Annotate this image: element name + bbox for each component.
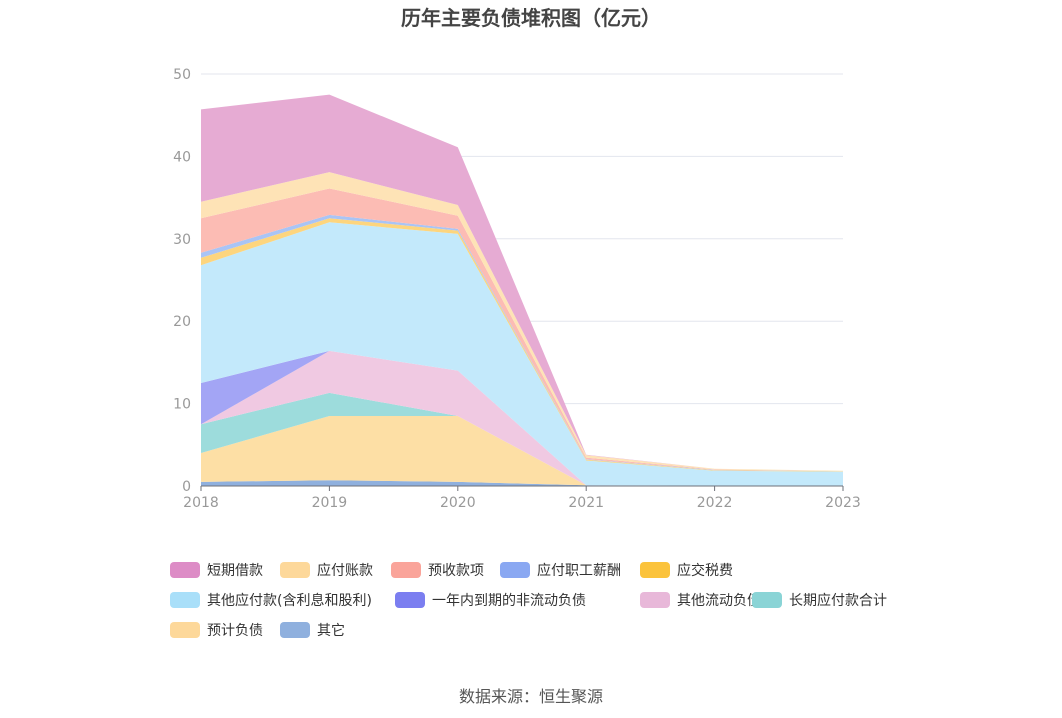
legend-swatch — [170, 592, 200, 608]
legend-swatch — [170, 562, 200, 578]
legend-swatch — [752, 592, 782, 608]
legend-item[interactable]: 应交税费 — [640, 560, 733, 580]
legend-item[interactable]: 其他流动负债 — [640, 590, 761, 610]
legend-label: 应付职工薪酬 — [537, 563, 621, 579]
legend-item[interactable]: 应付职工薪酬 — [500, 560, 621, 580]
legend-item[interactable]: 预计负债 — [170, 620, 263, 640]
y-tick-label: 20 — [173, 314, 191, 330]
legend-item[interactable]: 其它 — [280, 620, 345, 640]
legend-swatch — [280, 562, 310, 578]
x-tick-label: 2019 — [312, 495, 348, 511]
x-tick-label: 2023 — [825, 495, 861, 511]
legend-item[interactable]: 其他应付款(含利息和股利) — [170, 590, 372, 610]
legend-label: 预收款项 — [428, 563, 484, 579]
legend-swatch — [395, 592, 425, 608]
area-其它 — [201, 480, 843, 486]
legend-label: 长期应付款合计 — [789, 593, 887, 609]
legend-swatch — [280, 622, 310, 638]
legend-label: 应付账款 — [317, 563, 373, 579]
chart-title: 历年主要负债堆积图（亿元） — [401, 6, 661, 30]
legend-swatch — [500, 562, 530, 578]
area-应交税费 — [201, 218, 843, 472]
data-source: 数据来源：恒生聚源 — [458, 687, 603, 706]
legend-swatch — [391, 562, 421, 578]
legend-swatch — [170, 622, 200, 638]
legend-item[interactable]: 长期应付款合计 — [752, 590, 887, 610]
legend-label: 其它 — [317, 623, 345, 639]
legend-label: 一年内到期的非流动负债 — [432, 593, 586, 609]
area-其他流动负债 — [201, 350, 843, 486]
legend-swatch — [640, 562, 670, 578]
x-tick-label: 2018 — [183, 495, 219, 511]
y-tick-label: 0 — [182, 479, 191, 495]
legend-label: 其他流动负债 — [677, 593, 761, 609]
legend-label: 其他应付款(含利息和股利) — [207, 593, 372, 609]
x-tick-label: 2022 — [697, 495, 733, 511]
y-tick-label: 40 — [173, 149, 191, 165]
area-其他应付款(含利息和股利) — [201, 222, 843, 486]
area-预计负债 — [201, 416, 843, 486]
x-tick-label: 2021 — [568, 495, 604, 511]
y-tick-label: 30 — [173, 232, 191, 248]
axes: 0 10 20 30 40 50 2018 2019 2020 2021 2022 2023 — [173, 67, 861, 511]
y-tick-label: 50 — [173, 67, 191, 83]
legend-label: 应交税费 — [677, 563, 733, 579]
legend-item[interactable]: 预收款项 — [391, 560, 484, 580]
legend-item[interactable]: 一年内到期的非流动负债 — [395, 590, 586, 610]
x-tick-label: 2020 — [440, 495, 476, 511]
legend-item[interactable]: 应付账款 — [280, 560, 373, 580]
stacked-areas — [201, 94, 843, 486]
legend-item[interactable]: 短期借款 — [170, 560, 263, 580]
area-预收款项 — [201, 188, 843, 472]
legend-swatch — [640, 592, 670, 608]
legend-label: 预计负债 — [207, 623, 263, 639]
area-应付账款 — [201, 172, 843, 472]
y-tick-label: 10 — [173, 397, 191, 413]
legend-label: 短期借款 — [207, 563, 263, 579]
area-短期借款 — [201, 94, 843, 471]
